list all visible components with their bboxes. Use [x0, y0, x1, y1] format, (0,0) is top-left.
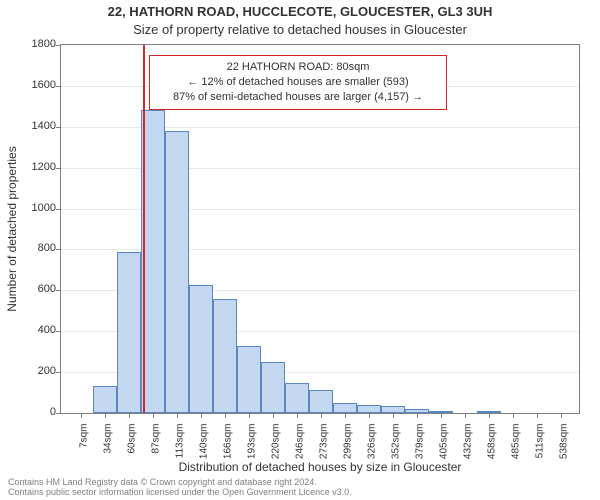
- x-tick-mark: [321, 413, 322, 418]
- x-tick-label: 246sqm: [295, 424, 306, 460]
- histogram-bar: [93, 386, 117, 413]
- x-tick-mark: [249, 413, 250, 418]
- y-tick-mark: [56, 209, 61, 210]
- y-tick-mark: [56, 45, 61, 46]
- figure: { "title_line1": "22, HATHORN ROAD, HUCC…: [0, 0, 600, 500]
- y-tick-mark: [56, 372, 61, 373]
- x-tick-mark: [369, 413, 370, 418]
- gridline: [61, 249, 579, 250]
- x-tick-label: 432sqm: [463, 424, 474, 460]
- reference-line: [143, 45, 145, 413]
- plot-area: 22 HATHORN ROAD: 80sqm← 12% of detached …: [60, 44, 580, 414]
- x-tick-label: 60sqm: [127, 424, 138, 454]
- x-tick-mark: [561, 413, 562, 418]
- x-tick-label: 379sqm: [415, 424, 426, 460]
- annotation-line: ← 12% of detached houses are smaller (59…: [158, 75, 438, 90]
- y-tick-label: 1200: [6, 161, 56, 173]
- x-tick-mark: [513, 413, 514, 418]
- histogram-bar: [189, 285, 213, 413]
- x-tick-label: 326sqm: [367, 424, 378, 460]
- y-tick-mark: [56, 168, 61, 169]
- x-tick-label: 485sqm: [511, 424, 522, 460]
- x-tick-label: 193sqm: [247, 424, 258, 460]
- histogram-bar: [285, 383, 309, 413]
- y-tick-label: 1800: [6, 38, 56, 50]
- gridline: [61, 209, 579, 210]
- annotation-line: 22 HATHORN ROAD: 80sqm: [158, 60, 438, 75]
- histogram-bar: [213, 299, 237, 413]
- histogram-bar: [261, 362, 285, 413]
- chart-title-address: 22, HATHORN ROAD, HUCCLECOTE, GLOUCESTER…: [0, 4, 600, 19]
- x-tick-mark: [537, 413, 538, 418]
- x-tick-label: 538sqm: [559, 424, 570, 460]
- x-tick-mark: [297, 413, 298, 418]
- y-tick-label: 1000: [6, 202, 56, 214]
- x-tick-label: 34sqm: [103, 424, 114, 454]
- x-tick-label: 299sqm: [343, 424, 354, 460]
- x-tick-mark: [225, 413, 226, 418]
- x-tick-label: 87sqm: [151, 424, 162, 454]
- x-tick-mark: [153, 413, 154, 418]
- histogram-bar: [333, 403, 357, 413]
- y-tick-mark: [56, 290, 61, 291]
- x-tick-mark: [201, 413, 202, 418]
- y-axis-label-container: Number of detached properties: [12, 44, 24, 414]
- y-tick-label: 0: [6, 406, 56, 418]
- histogram-bar: [309, 390, 333, 414]
- x-tick-label: 273sqm: [319, 424, 330, 460]
- x-tick-label: 7sqm: [79, 424, 90, 448]
- x-tick-label: 140sqm: [199, 424, 210, 460]
- y-tick-mark: [56, 249, 61, 250]
- y-tick-label: 600: [6, 283, 56, 295]
- y-tick-mark: [56, 86, 61, 87]
- gridline: [61, 127, 579, 128]
- y-tick-mark: [56, 331, 61, 332]
- x-tick-mark: [177, 413, 178, 418]
- x-tick-label: 458sqm: [487, 424, 498, 460]
- histogram-bar: [117, 252, 141, 414]
- y-tick-label: 400: [6, 324, 56, 336]
- x-tick-label: 352sqm: [391, 424, 402, 460]
- y-tick-label: 1400: [6, 120, 56, 132]
- annotation-box: 22 HATHORN ROAD: 80sqm← 12% of detached …: [149, 55, 447, 110]
- y-tick-label: 800: [6, 242, 56, 254]
- chart-title-subtitle: Size of property relative to detached ho…: [0, 22, 600, 37]
- histogram-bar: [357, 405, 381, 413]
- annotation-line: 87% of semi-detached houses are larger (…: [158, 90, 438, 105]
- attribution-footer: Contains HM Land Registry data © Crown c…: [8, 478, 592, 498]
- y-tick-label: 1600: [6, 79, 56, 91]
- x-axis-label: Distribution of detached houses by size …: [60, 460, 580, 474]
- x-tick-mark: [105, 413, 106, 418]
- gridline: [61, 168, 579, 169]
- x-tick-label: 405sqm: [439, 424, 450, 460]
- y-tick-mark: [56, 413, 61, 414]
- x-tick-mark: [417, 413, 418, 418]
- histogram-bar: [237, 346, 261, 413]
- x-tick-mark: [465, 413, 466, 418]
- x-tick-mark: [489, 413, 490, 418]
- x-tick-mark: [441, 413, 442, 418]
- y-tick-label: 200: [6, 365, 56, 377]
- y-tick-mark: [56, 127, 61, 128]
- x-tick-mark: [129, 413, 130, 418]
- histogram-bar: [165, 131, 189, 413]
- x-tick-label: 166sqm: [223, 424, 234, 460]
- x-tick-label: 511sqm: [535, 424, 546, 459]
- x-tick-mark: [81, 413, 82, 418]
- x-tick-mark: [345, 413, 346, 418]
- x-tick-label: 113sqm: [175, 424, 186, 459]
- histogram-bar: [381, 406, 405, 413]
- x-tick-mark: [273, 413, 274, 418]
- footer-line-2: Contains public sector information licen…: [8, 488, 592, 498]
- x-tick-mark: [393, 413, 394, 418]
- x-tick-label: 220sqm: [271, 424, 282, 460]
